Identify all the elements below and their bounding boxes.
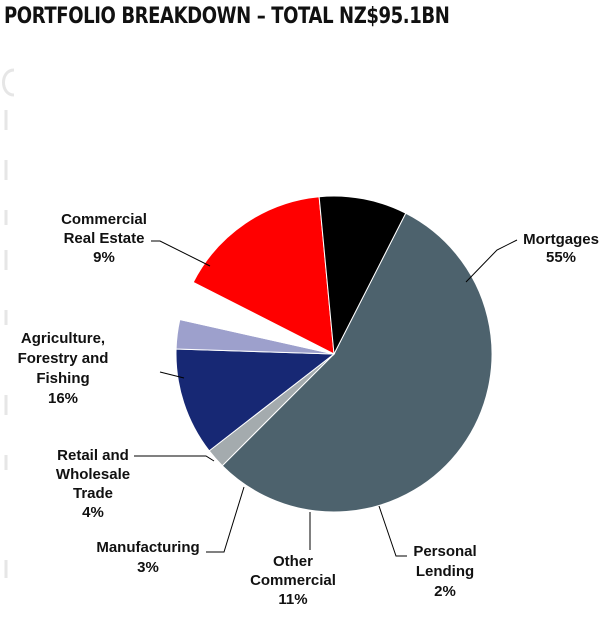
slice-label-retail-and-wholesale-trade: Retail and Wholesale Trade 4% xyxy=(56,447,130,521)
slice-label-line: Real Estate xyxy=(64,230,145,247)
slice-label-line: Wholesale xyxy=(56,466,130,483)
slice-label-mortgages: Mortgages 55% xyxy=(523,231,599,266)
leader-line-manufacturing xyxy=(206,486,245,553)
slice-label-line: Mortgages xyxy=(523,231,599,248)
slice-label-manufacturing: Manufacturing 3% xyxy=(96,539,199,576)
leader-line-mortgages xyxy=(465,239,518,283)
leader-lines xyxy=(134,239,518,557)
slice-percent: 4% xyxy=(82,504,104,521)
pie-slice-mortgages xyxy=(221,212,493,513)
slice-percent: 11% xyxy=(278,591,307,608)
pie-slices xyxy=(175,195,493,513)
leader-line-commercial-real-estate xyxy=(151,240,211,267)
pie-slice-commercial-real-estate xyxy=(318,195,407,356)
slice-percent: 3% xyxy=(137,559,159,576)
slice-label-line: Commercial xyxy=(250,572,336,589)
slice-label-line: Fishing xyxy=(36,370,89,387)
slice-label-agriculture-forestry-and-fishing: Agriculture, Forestry and Fishing 16% xyxy=(18,330,109,407)
slice-label-line: Lending xyxy=(416,563,474,580)
pie-slice-other-commercial xyxy=(175,348,336,452)
slice-label-line: Manufacturing xyxy=(96,539,199,556)
slice-label-line: Other xyxy=(273,553,313,570)
chart-title: PORTFOLIO BREAKDOWN – TOTAL NZ$95.1BN xyxy=(4,4,450,29)
slice-label-commercial-real-estate: Commercial Real Estate 9% xyxy=(61,211,147,266)
leader-line-personal-lending xyxy=(378,505,407,557)
slice-percent: 16% xyxy=(48,390,78,407)
slice-percent: 2% xyxy=(434,583,456,600)
pie-slice-agriculture-forestry-and-fishing xyxy=(192,196,335,355)
slice-label-line: Commercial xyxy=(61,211,147,228)
slice-label-other-commercial: Other Commercial 11% xyxy=(250,553,336,608)
slice-label-line: Agriculture, xyxy=(21,330,105,347)
slice-label-line: Forestry and xyxy=(18,350,109,367)
slice-percent: 9% xyxy=(93,249,115,266)
slice-label-line: Trade xyxy=(73,485,113,502)
slice-labels: Mortgages 55% Personal Lending 2% Other Commer… xyxy=(18,211,599,608)
slice-label-line: Personal xyxy=(413,543,476,560)
leader-line-agriculture xyxy=(159,371,185,379)
leader-line-retail-wholesale xyxy=(134,455,215,462)
slice-label-personal-lending: Personal Lending 2% xyxy=(413,543,476,600)
slice-label-line: Retail and xyxy=(57,447,129,464)
background-decoration xyxy=(2,68,15,578)
slice-percent: 55% xyxy=(546,249,576,266)
